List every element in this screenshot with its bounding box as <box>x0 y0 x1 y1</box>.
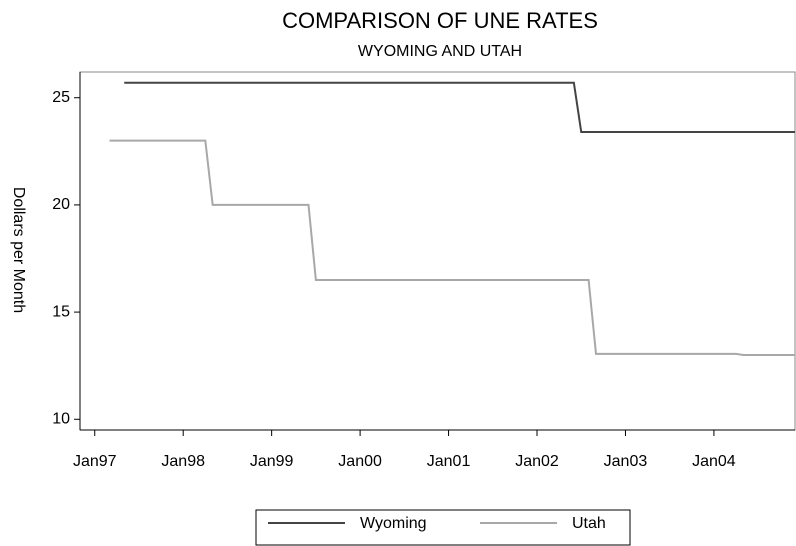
x-tick-label: Jan97 <box>73 453 117 470</box>
legend-label: Wyoming <box>360 515 427 532</box>
x-tick-label: Jan00 <box>338 453 382 470</box>
x-tick-label: Jan02 <box>515 453 559 470</box>
x-tick-label: Jan04 <box>692 453 736 470</box>
legend-label: Utah <box>572 515 606 532</box>
y-tick-label: 10 <box>52 411 70 428</box>
y-tick-label: 15 <box>52 303 70 320</box>
y-tick-label: 25 <box>52 89 70 106</box>
plot-frame <box>79 71 796 431</box>
chart-title: COMPARISON OF UNE RATES <box>282 8 598 33</box>
chart-subtitle: WYOMING AND UTAH <box>358 43 522 60</box>
x-tick-label: Jan03 <box>604 453 648 470</box>
y-tick-label: 20 <box>52 196 70 213</box>
series-line <box>109 139 795 356</box>
y-axis-label: Dollars per Month <box>10 187 27 313</box>
x-tick-label: Jan99 <box>250 453 294 470</box>
legend <box>255 509 631 546</box>
x-tick-label: Jan98 <box>161 453 205 470</box>
series-line <box>124 81 795 134</box>
x-tick-label: Jan01 <box>427 453 471 470</box>
